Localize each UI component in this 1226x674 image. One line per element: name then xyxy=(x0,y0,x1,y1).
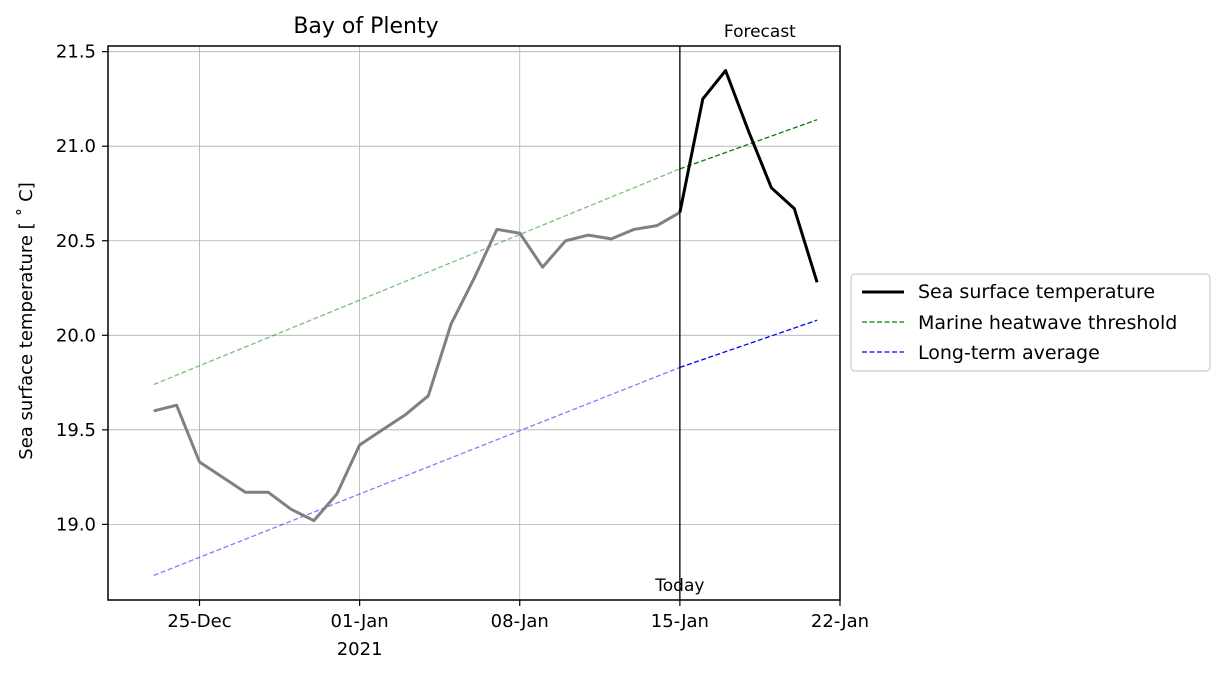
legend-label-average: Long-term average xyxy=(918,342,1100,364)
axes-ticks: 19.0 19.5 20.0 20.5 21.0 21.5 25-Dec 01-Jan 08-J… xyxy=(56,42,869,632)
legend-label-threshold: Marine heatwave threshold xyxy=(918,312,1177,334)
legend-box xyxy=(850,273,1211,372)
legend-label-sst: Sea surface temperature xyxy=(918,281,1155,303)
chart-title: Bay of Plenty xyxy=(293,14,438,39)
forecast-annotation: Forecast xyxy=(724,22,796,42)
y-tick-label: 19.5 xyxy=(56,420,96,441)
threshold-line-forecast xyxy=(679,119,818,170)
x-tick-label: 25-Dec xyxy=(167,611,231,632)
plot-frame xyxy=(107,45,841,601)
sst-forecast-line xyxy=(678,69,819,283)
legend: Sea surface temperature Marine heatwave … xyxy=(850,273,1211,372)
y-tick-label: 20.5 xyxy=(56,231,96,252)
x-axis-year-label: 2021 xyxy=(337,639,383,660)
x-tick-label: 22-Jan xyxy=(811,611,869,632)
average-line-past xyxy=(153,366,681,577)
sst-observed-line xyxy=(153,211,681,523)
x-tick-label: 01-Jan xyxy=(331,611,389,632)
series-group xyxy=(153,69,819,577)
x-tick-label: 08-Jan xyxy=(491,611,549,632)
y-axis-label: Sea surface temperature [ ˚ C] xyxy=(16,182,37,459)
y-tick-label: 20.0 xyxy=(56,325,96,346)
y-tick-label: 21.5 xyxy=(56,42,96,63)
y-tick-label: 19.0 xyxy=(56,514,96,535)
y-tick-label: 21.0 xyxy=(56,136,96,157)
grid-lines xyxy=(108,46,841,600)
x-tick-label: 15-Jan xyxy=(651,611,709,632)
average-line-forecast xyxy=(679,319,818,369)
today-annotation: Today xyxy=(654,576,704,596)
threshold-line-past xyxy=(153,168,681,386)
